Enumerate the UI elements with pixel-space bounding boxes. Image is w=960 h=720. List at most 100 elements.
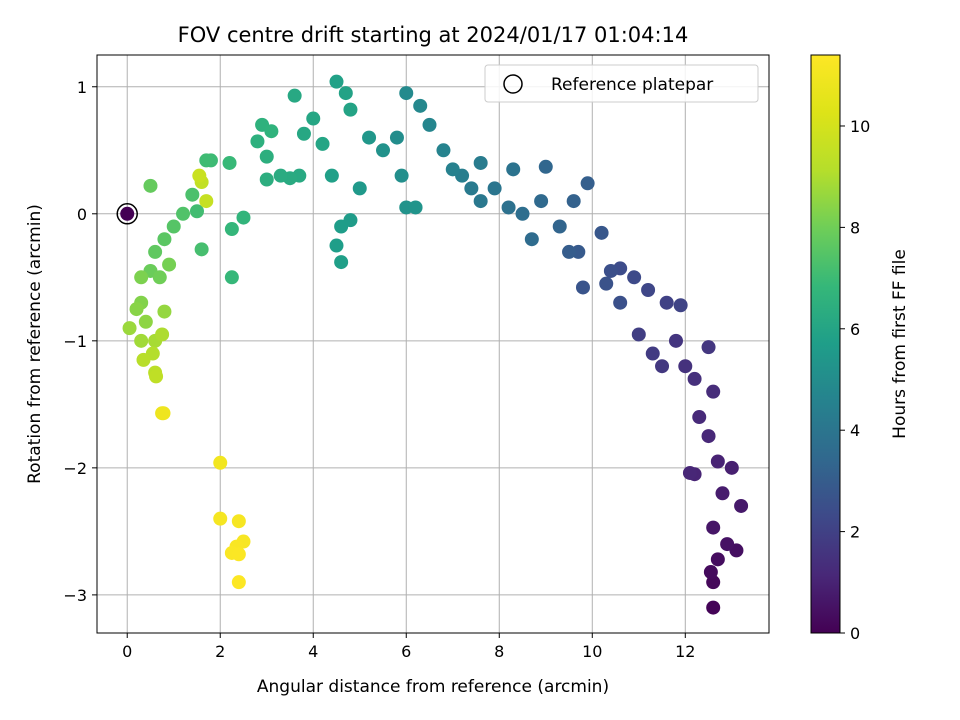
data-point [273,168,288,183]
data-point [250,134,265,149]
colorbar-tick-label: 2 [850,523,860,542]
x-tick-label: 8 [494,642,504,661]
data-point [199,153,214,168]
data-point [152,270,167,285]
data-point [287,88,302,103]
plot-frame [96,54,770,634]
data-point [487,181,502,196]
x-tick-label: 6 [401,642,411,661]
data-point [701,340,716,355]
data-point [659,295,674,310]
data-point [701,429,716,444]
data-point [515,206,530,221]
data-point [138,314,153,329]
data-point [436,143,451,158]
data-point [329,238,344,253]
data-point [343,102,358,117]
legend-marker [503,74,523,94]
data-point [236,210,251,225]
x-axis-ticks: 0 2 4 6 8 10 12 [122,633,695,661]
data-point [192,168,207,183]
data-point [334,255,349,270]
legend-box [484,64,759,103]
data-point [264,124,279,139]
data-point [224,222,239,237]
data-point [376,143,391,158]
data-point [566,194,581,209]
data-point [575,280,590,295]
data-point [143,178,158,193]
data-point [524,232,539,247]
x-tick-label: 2 [215,642,225,661]
chart-title: FOV centre drift starting at 2024/01/17 … [178,23,689,47]
x-tick-label: 4 [308,642,318,661]
data-point [389,130,404,145]
colorbar-tick-label: 0 [850,624,860,643]
colorbar [810,54,841,634]
colorbar-tick-label: 4 [850,421,860,440]
y-tick-label: −1 [63,332,87,351]
legend-entry: Reference platepar [551,75,713,95]
data-point [199,194,214,209]
data-point [552,219,567,234]
data-point [306,111,321,126]
data-point [157,304,172,319]
y-axis-label: Rotation from reference (arcmin) [25,204,45,484]
data-point [166,219,181,234]
data-point [706,384,721,399]
data-point [315,136,330,151]
data-point [394,168,409,183]
y-tick-label: −3 [63,586,87,605]
data-point [185,187,200,202]
data-point [473,155,488,170]
data-point [645,346,660,361]
data-point [334,219,349,234]
data-point [715,486,730,501]
data-point [562,244,577,259]
y-tick-label: 0 [77,205,87,224]
data-point [156,406,171,421]
x-axis-label: Angular distance from reference (arcmin) [257,677,609,697]
data-point [329,74,344,89]
data-point [538,159,553,174]
data-point [668,333,683,348]
data-point [682,465,697,480]
data-point [724,460,739,475]
data-point [362,130,377,145]
data-point [734,498,749,513]
data-point [534,194,549,209]
data-point [464,181,479,196]
data-point [155,327,170,342]
data-point [703,565,718,580]
data-point [338,86,353,101]
data-point [445,162,460,177]
data-point [259,149,274,164]
data-point [231,514,246,529]
data-point [603,263,618,278]
data-points [122,74,749,615]
data-point [580,176,595,191]
data-point [129,302,144,317]
x-tick-label: 12 [675,642,695,661]
data-point [422,117,437,132]
data-point [720,537,735,552]
data-point [231,547,246,562]
data-point [687,371,702,386]
data-point [599,276,614,291]
x-tick-label: 0 [122,642,132,661]
data-point [627,270,642,285]
data-point [157,232,172,247]
data-point [710,552,725,567]
data-point [641,283,656,298]
data-point [136,352,151,367]
data-point [162,257,177,272]
data-point [149,369,164,384]
reference-point-ring [116,203,138,225]
grid-lines [97,55,769,633]
data-point [399,86,414,101]
colorbar-tick-label: 10 [850,117,870,136]
data-point [176,206,191,221]
reference-point-dot [120,206,135,221]
data-point [501,200,516,215]
